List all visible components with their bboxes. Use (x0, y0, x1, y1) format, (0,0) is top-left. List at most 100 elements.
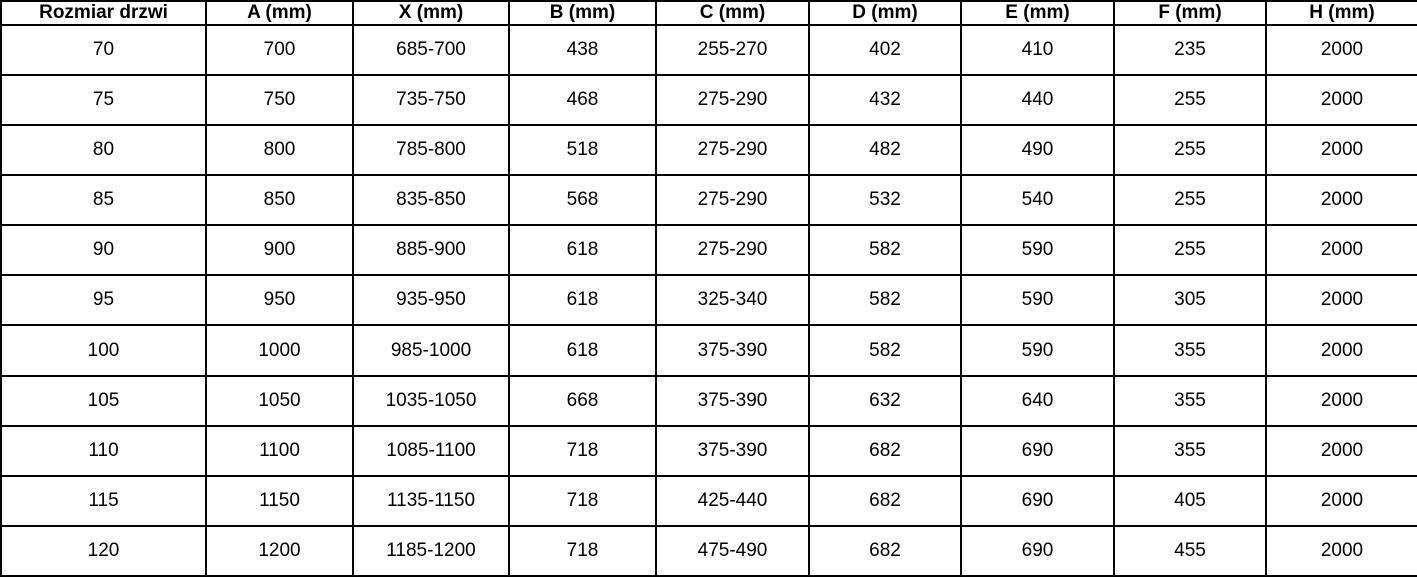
table-cell: 532 (808, 174, 962, 227)
table-cell: 438 (508, 23, 657, 77)
table-cell: 255 (1113, 74, 1267, 127)
table-cell: 2000 (1265, 474, 1417, 527)
table-cell: 275-290 (655, 124, 810, 177)
table-cell: 935-950 (352, 274, 510, 327)
table-cell: 1000 (205, 324, 354, 377)
header-row: Rozmiar drzwi A (mm) X (mm) B (mm) C (mm) D (… (0, 0, 1417, 26)
table-cell: 275-290 (655, 174, 810, 227)
table-cell: 682 (808, 474, 962, 527)
column-header: H (mm) (1265, 0, 1417, 26)
column-header: Rozmiar drzwi (0, 0, 207, 26)
table-cell: 275-290 (655, 224, 810, 277)
table-cell: 482 (808, 124, 962, 177)
table-cell: 375-390 (655, 424, 810, 477)
table-cell: 2000 (1265, 124, 1417, 177)
table-cell: 120 (0, 524, 207, 577)
table-cell: 455 (1113, 524, 1267, 577)
table-row: 100 1000 985-1000 618 375-390 582 590 355 2000 (0, 324, 1417, 377)
table-cell: 468 (508, 74, 657, 127)
column-header: F (mm) (1113, 0, 1267, 26)
column-header: A (mm) (205, 0, 354, 26)
table-cell: 355 (1113, 424, 1267, 477)
table-cell: 632 (808, 374, 962, 427)
table-row: 105 1050 1035-1050 668 375-390 632 640 355 2000 (0, 374, 1417, 427)
table-cell: 568 (508, 174, 657, 227)
table-cell: 668 (508, 374, 657, 427)
column-header: X (mm) (352, 0, 510, 26)
table-cell: 2000 (1265, 274, 1417, 327)
table-cell: 100 (0, 324, 207, 377)
table-cell: 432 (808, 74, 962, 127)
table-cell: 718 (508, 474, 657, 527)
table-cell: 690 (960, 474, 1115, 527)
table-cell: 850 (205, 174, 354, 227)
table-cell: 590 (960, 224, 1115, 277)
table-cell: 2000 (1265, 224, 1417, 277)
table-row: 90 900 885-900 618 275-290 582 590 255 2000 (0, 224, 1417, 277)
column-header: C (mm) (655, 0, 810, 26)
table-cell: 110 (0, 424, 207, 477)
table-cell: 255 (1113, 124, 1267, 177)
table-cell: 75 (0, 74, 207, 127)
table-cell: 618 (508, 274, 657, 327)
column-header: E (mm) (960, 0, 1115, 26)
table-cell: 1100 (205, 424, 354, 477)
table-cell: 682 (808, 424, 962, 477)
table-cell: 885-900 (352, 224, 510, 277)
table-cell: 70 (0, 23, 207, 77)
table-cell: 2000 (1265, 23, 1417, 77)
table-cell: 402 (808, 23, 962, 77)
table-cell: 375-390 (655, 374, 810, 427)
table-cell: 2000 (1265, 324, 1417, 377)
table-cell: 425-440 (655, 474, 810, 527)
table-cell: 800 (205, 124, 354, 177)
table-cell: 540 (960, 174, 1115, 227)
table-cell: 835-850 (352, 174, 510, 227)
table-cell: 582 (808, 324, 962, 377)
table-cell: 682 (808, 524, 962, 577)
table-cell: 2000 (1265, 174, 1417, 227)
table-cell: 590 (960, 274, 1115, 327)
table-cell: 618 (508, 324, 657, 377)
column-header: D (mm) (808, 0, 962, 26)
table-cell: 700 (205, 23, 354, 77)
table-cell: 735-750 (352, 74, 510, 127)
table-cell: 355 (1113, 374, 1267, 427)
table-cell: 1050 (205, 374, 354, 427)
table-cell: 90 (0, 224, 207, 277)
table-row: 115 1150 1135-1150 718 425-440 682 690 405 2000 (0, 474, 1417, 527)
table-cell: 518 (508, 124, 657, 177)
table-cell: 750 (205, 74, 354, 127)
table-cell: 640 (960, 374, 1115, 427)
table-row: 80 800 785-800 518 275-290 482 490 255 2000 (0, 124, 1417, 177)
table-cell: 255 (1113, 174, 1267, 227)
table-row: 70 700 685-700 438 255-270 402 410 235 2000 (0, 23, 1417, 77)
table-cell: 115 (0, 474, 207, 527)
table-cell: 325-340 (655, 274, 810, 327)
table-cell: 235 (1113, 23, 1267, 77)
table-row: 120 1200 1185-1200 718 475-490 682 690 455 2000 (0, 524, 1417, 577)
table-cell: 2000 (1265, 424, 1417, 477)
table-cell: 2000 (1265, 524, 1417, 577)
table-cell: 375-390 (655, 324, 810, 377)
table-cell: 1035-1050 (352, 374, 510, 427)
table-row: 75 750 735-750 468 275-290 432 440 255 2000 (0, 74, 1417, 127)
table-cell: 1135-1150 (352, 474, 510, 527)
table-cell: 405 (1113, 474, 1267, 527)
table-cell: 1150 (205, 474, 354, 527)
table-cell: 275-290 (655, 74, 810, 127)
table-cell: 785-800 (352, 124, 510, 177)
table-cell: 1085-1100 (352, 424, 510, 477)
table-cell: 2000 (1265, 374, 1417, 427)
column-header: B (mm) (508, 0, 657, 26)
table-cell: 490 (960, 124, 1115, 177)
table-cell: 950 (205, 274, 354, 327)
table-cell: 255-270 (655, 23, 810, 77)
table-cell: 80 (0, 124, 207, 177)
table-cell: 410 (960, 23, 1115, 77)
table-cell: 355 (1113, 324, 1267, 377)
table-cell: 582 (808, 274, 962, 327)
table-cell: 2000 (1265, 74, 1417, 127)
table-cell: 590 (960, 324, 1115, 377)
